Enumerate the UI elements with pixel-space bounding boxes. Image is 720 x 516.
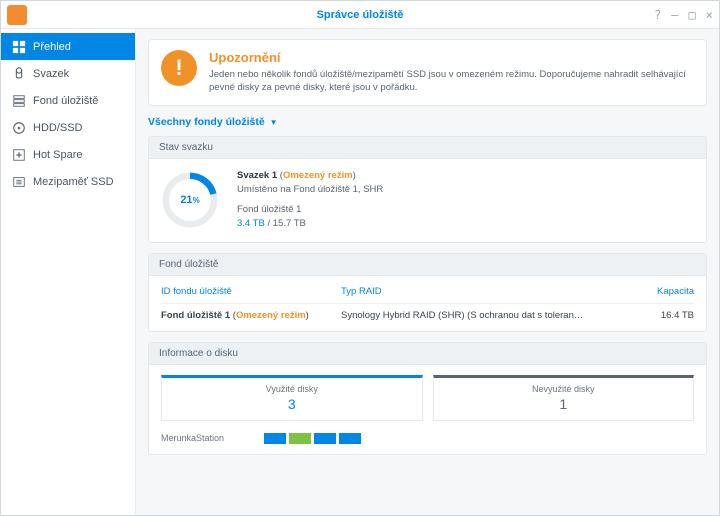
nav-label: Fond úložiště	[33, 95, 98, 107]
nav-hotspare[interactable]: Hot Spare	[1, 141, 135, 168]
alert-text: Jeden nebo několik fondů úložiště/mezipa…	[209, 68, 694, 95]
unused-count: 1	[434, 396, 694, 412]
volume-info: Svazek 1 (Omezený režim) Umístěno na Fon…	[237, 169, 383, 232]
chevron-down-icon: ▼	[270, 118, 278, 127]
nav-label: Přehled	[33, 41, 71, 53]
usage-percent: 21%	[180, 194, 199, 206]
alert-title: Upozornění	[209, 50, 694, 65]
nav-label: Svazek	[33, 68, 69, 80]
volume-total: 15.7 TB	[273, 218, 306, 229]
col-id: ID fondu úložiště	[161, 286, 341, 297]
minimize-icon[interactable]: —	[671, 8, 678, 22]
pool-section: Fond úložiště ID fondu úložiště Typ RAID…	[148, 253, 707, 332]
pool-name: Fond úložiště 1	[161, 310, 230, 321]
pool-name: Fond úložiště 1	[237, 203, 383, 217]
section-title: Informace o disku	[149, 343, 706, 365]
volume-location: Umístěno na Fond úložiště 1, SHR	[237, 183, 383, 197]
used-label: Využité disky	[162, 384, 422, 394]
warning-icon: !	[161, 50, 197, 86]
unused-label: Nevyužité disky	[434, 384, 694, 394]
pool-raid: Synology Hybrid RAID (SHR) (S ochranou d…	[341, 310, 634, 321]
nav-pool[interactable]: Fond úložiště	[1, 87, 135, 114]
pool-icon	[11, 93, 26, 108]
unused-disks-box: Nevyužité disky 1	[433, 375, 695, 421]
nav-label: HDD/SSD	[33, 122, 83, 134]
nav-label: Hot Spare	[33, 149, 83, 161]
disk-blocks	[264, 433, 361, 444]
nav-ssdcache[interactable]: Mezipaměť SSD	[1, 168, 135, 195]
overview-icon	[11, 39, 26, 54]
pool-status: Omezený režim	[236, 310, 306, 321]
nav-overview[interactable]: Přehled	[1, 33, 135, 60]
pool-filter-dropdown[interactable]: Všechny fondy úložiště ▼	[148, 116, 707, 128]
hdd-icon	[11, 120, 26, 135]
filter-label: Všechny fondy úložiště	[148, 116, 265, 128]
volume-icon	[11, 66, 26, 81]
hotspare-icon	[11, 147, 26, 162]
volume-status: Omezený režim	[283, 170, 353, 181]
main-content: ! Upozornění Jeden nebo několik fondů úl…	[136, 29, 719, 515]
station-name: MerunkaStation	[161, 433, 224, 443]
table-header: ID fondu úložiště Typ RAID Kapacita	[161, 286, 694, 303]
maximize-icon[interactable]: □	[689, 8, 696, 22]
table-row[interactable]: Fond úložiště 1 (Omezený režim) Synology…	[161, 303, 694, 321]
usage-donut: 21%	[161, 171, 219, 229]
pool-cap: 16.4 TB	[634, 310, 694, 321]
section-title: Stav svazku	[149, 137, 706, 159]
used-disks-box: Využité disky 3	[161, 375, 423, 421]
app-icon	[7, 5, 27, 25]
section-title: Fond úložiště	[149, 254, 706, 276]
window-title: Správce úložiště	[317, 9, 404, 21]
warning-alert: ! Upozornění Jeden nebo několik fondů úl…	[148, 39, 707, 106]
volume-status-section: Stav svazku 21% Svazek 1 (Omezený režim)	[148, 136, 707, 243]
help-icon[interactable]: ?	[654, 8, 661, 22]
title-bar: Správce úložiště ? — □ ×	[1, 1, 719, 29]
col-cap: Kapacita	[634, 286, 694, 297]
nav-volume[interactable]: Svazek	[1, 60, 135, 87]
sidebar: Přehled Svazek Fond úložiště HDD/SSD Hot…	[1, 29, 136, 515]
col-raid: Typ RAID	[341, 286, 634, 297]
used-count: 3	[162, 396, 422, 412]
nav-hdd[interactable]: HDD/SSD	[1, 114, 135, 141]
close-icon[interactable]: ×	[706, 8, 713, 22]
nav-label: Mezipaměť SSD	[33, 176, 114, 188]
disk-info-section: Informace o disku Využité disky 3 Nevyuž…	[148, 342, 707, 455]
volume-name: Svazek 1	[237, 170, 277, 181]
volume-used: 3.4 TB	[237, 218, 265, 229]
ssdcache-icon	[11, 174, 26, 189]
